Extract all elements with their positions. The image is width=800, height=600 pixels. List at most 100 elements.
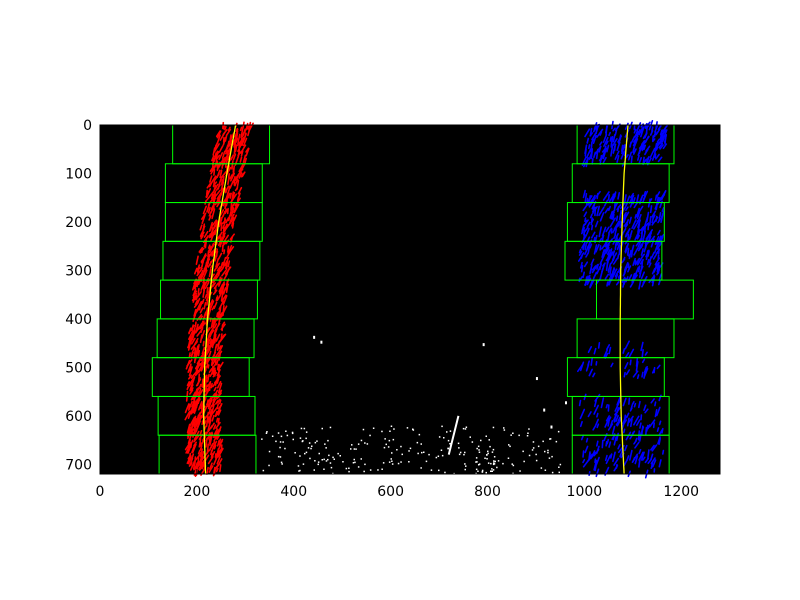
right-lane-pixel bbox=[626, 248, 630, 256]
left-lane-pixel bbox=[195, 366, 203, 376]
right-lane-pixel bbox=[644, 148, 649, 156]
left-lane-pixel bbox=[214, 286, 217, 294]
noise-speck bbox=[443, 437, 445, 439]
left-lane-pixel bbox=[190, 337, 196, 345]
right-lane-pixel bbox=[632, 219, 640, 230]
right-lane-pixel bbox=[632, 148, 637, 155]
right-lane-pixel bbox=[585, 437, 589, 443]
left-lane-pixel bbox=[231, 220, 235, 227]
noise-speck bbox=[485, 471, 487, 474]
left-lane-pixel bbox=[203, 240, 207, 248]
right-lane-pixel bbox=[583, 211, 588, 217]
right-lane-pixel bbox=[630, 155, 633, 164]
left-lane-pixel bbox=[206, 377, 210, 383]
left-lane-pixel bbox=[207, 337, 212, 343]
right-lane-pixel bbox=[625, 369, 631, 376]
left-lane-pixel bbox=[216, 295, 219, 302]
left-lane-pixel bbox=[212, 367, 216, 374]
left-lane-pixel bbox=[222, 124, 226, 130]
right-lane-pixel bbox=[602, 262, 606, 267]
noise-speck bbox=[493, 460, 495, 462]
right-lane-pixel bbox=[604, 273, 610, 280]
left-lane-pixel bbox=[190, 387, 194, 392]
noise-speck bbox=[313, 469, 315, 471]
right-lane-pixel bbox=[628, 415, 634, 423]
right-lane-pixel bbox=[582, 450, 585, 458]
right-lane-pixel bbox=[582, 458, 586, 464]
right-lane-pixel bbox=[593, 399, 598, 408]
noise-speck bbox=[377, 469, 379, 471]
right-lane-pixel bbox=[589, 127, 593, 136]
right-lane-pixel bbox=[588, 368, 594, 377]
right-lane-pixel bbox=[590, 231, 596, 239]
right-lane-pixel bbox=[635, 207, 641, 218]
left-lane-pixel bbox=[214, 379, 218, 386]
left-lane-pixel bbox=[220, 292, 224, 302]
right-lane-pixel bbox=[590, 148, 594, 160]
left-lane-pixel bbox=[196, 358, 201, 369]
left-lane-pixel bbox=[225, 189, 228, 194]
noise-speck bbox=[388, 461, 391, 463]
left-lane-pixel bbox=[218, 345, 222, 350]
noise-speck bbox=[526, 435, 529, 437]
noise-speck bbox=[532, 441, 535, 443]
left-lane-pixel bbox=[209, 175, 213, 183]
left-lane-pixel bbox=[229, 180, 234, 189]
right-lane-pixel bbox=[661, 449, 665, 455]
left-lane-pixels bbox=[184, 121, 254, 478]
left-lane-pixel bbox=[205, 386, 211, 396]
right-lane-pixel bbox=[631, 219, 637, 229]
right-lane-pixel bbox=[605, 238, 614, 248]
right-lane-pixel bbox=[602, 191, 610, 201]
left-lane-pixel bbox=[200, 234, 204, 240]
right-lane-pixel bbox=[633, 415, 640, 426]
noise-speck bbox=[408, 461, 410, 463]
right-lane-pixel bbox=[628, 348, 635, 358]
right-lane-pixel bbox=[605, 124, 608, 136]
noise-speck bbox=[280, 461, 283, 464]
right-lane-pixel bbox=[636, 374, 640, 380]
left-lane-pixel bbox=[217, 417, 220, 426]
left-lane-pixel bbox=[215, 359, 219, 366]
right-lane-pixel bbox=[590, 258, 595, 266]
right-lane-pixel bbox=[579, 408, 586, 420]
noise-speck bbox=[487, 462, 490, 464]
left-lane-pixel bbox=[229, 218, 234, 224]
left-lane-pixel bbox=[193, 303, 198, 308]
x-tick-label: 400 bbox=[280, 484, 307, 500]
noise-speck bbox=[366, 443, 369, 445]
right-lane-pixel bbox=[583, 261, 589, 268]
left-lane-pixel bbox=[188, 366, 193, 377]
noise-speck bbox=[465, 465, 467, 467]
left-lane-pixel bbox=[199, 442, 202, 447]
left-lane-pixel bbox=[212, 183, 219, 194]
noise-speck bbox=[492, 469, 495, 471]
right-lane-pixel bbox=[624, 235, 632, 245]
left-lane-pixel bbox=[196, 327, 204, 337]
noise-speck bbox=[362, 428, 365, 431]
noise-speck bbox=[548, 457, 551, 459]
left-lane-pixel bbox=[199, 228, 205, 237]
left-lane-pixel bbox=[196, 343, 200, 355]
right-lane-pixel bbox=[589, 267, 593, 274]
left-lane-pixel bbox=[187, 441, 191, 449]
right-lane-pixel bbox=[650, 457, 656, 465]
noise-speck bbox=[447, 447, 450, 450]
right-lane-pixel bbox=[632, 135, 639, 143]
left-lane-pixel bbox=[206, 466, 209, 475]
left-lane-pixel bbox=[206, 357, 209, 365]
left-lane-pixel bbox=[197, 349, 201, 357]
right-lane-pixel bbox=[591, 450, 596, 457]
noise-speck bbox=[406, 427, 409, 429]
noise-speck bbox=[381, 430, 383, 433]
right-lane-pixel bbox=[611, 193, 615, 204]
left-lane-pixel bbox=[204, 293, 208, 299]
right-lane-pixel bbox=[633, 128, 637, 134]
left-lane-pixel bbox=[189, 428, 195, 436]
right-lane-pixel bbox=[596, 128, 604, 138]
right-lane-pixel bbox=[617, 192, 621, 200]
left-lane-pixel bbox=[237, 149, 241, 158]
right-lane-pixel bbox=[640, 341, 644, 352]
left-lane-pixel bbox=[221, 321, 226, 326]
